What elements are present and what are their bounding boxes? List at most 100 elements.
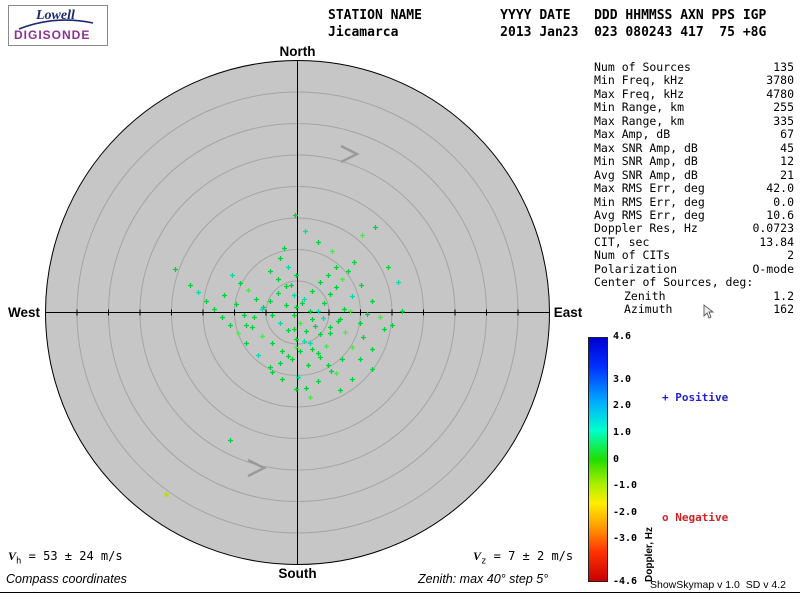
skymap-source-point <box>188 283 193 288</box>
stat-label: Max SNR Amp, dB <box>594 140 698 155</box>
skymap-source-point <box>286 354 291 359</box>
header-values: Jicamarca 2013 Jan23 023 080243 417 75 +… <box>328 25 767 40</box>
stat-row: Zenith 1.2 <box>594 289 794 303</box>
stat-row: Max Range, km 335 <box>594 113 794 128</box>
stat-row: Max Freq, kHz 4780 <box>594 86 794 101</box>
skymap-source-point <box>329 369 334 374</box>
stat-value: 4780 <box>766 86 794 101</box>
skymap-source-point <box>236 331 241 336</box>
skymap-source-point <box>343 330 348 335</box>
compass-label-west: West <box>8 305 41 320</box>
skymap-source-point <box>340 357 345 362</box>
colorbar-tick-label: 4.6 <box>613 331 632 342</box>
stat-row: Doppler Res, Hz 0.0723 <box>594 221 794 236</box>
skymap-source-point <box>296 375 301 380</box>
skymap-source-point <box>284 284 289 289</box>
skymap-source-point <box>276 277 281 282</box>
stat-row: Max RMS Err, deg 42.0 <box>594 181 794 196</box>
skymap-source-point <box>328 292 333 297</box>
skymap-source-point <box>306 363 311 368</box>
skymap-source-point <box>228 323 233 328</box>
colorbar-tick-label: -4.6 <box>613 576 638 587</box>
colorbar-gradient <box>588 337 608 582</box>
skymap-source-point <box>196 290 201 295</box>
skymap-plot: North South West East <box>8 44 583 581</box>
skymap-source-point <box>278 361 283 366</box>
stat-label: CIT, sec <box>594 234 650 249</box>
stat-row: Max Amp, dB 67 <box>594 127 794 142</box>
vh-symbol: V <box>8 549 17 563</box>
stat-value: 42.0 <box>766 181 794 196</box>
stat-row: Min Range, km 255 <box>594 100 794 115</box>
stat-label: Min Range, km <box>594 100 685 115</box>
skymap-source-point <box>328 325 333 330</box>
stat-row: Min Freq, kHz 3780 <box>594 73 794 88</box>
skymap-source-point <box>280 349 285 354</box>
skymap-source-point <box>318 280 323 285</box>
skymap-source-point <box>280 377 285 382</box>
stat-row: Azimuth 162 <box>594 302 794 317</box>
colorbar-tick-label: 1.0 <box>613 426 632 438</box>
skymap-source-point <box>334 371 339 376</box>
skymap-source-point <box>289 283 294 288</box>
skymap-source-point <box>294 273 299 278</box>
coordinates-note: Compass coordinates <box>6 572 127 586</box>
stat-value: 10.6 <box>766 207 794 222</box>
skymap-source-point <box>268 299 273 304</box>
skymap-source-point <box>330 249 335 254</box>
skymap-source-point <box>350 377 355 382</box>
skymap-source-point <box>270 370 275 375</box>
skymap-source-point <box>260 334 265 339</box>
skymap-source-point <box>294 345 299 350</box>
stat-value: 2 <box>787 248 794 263</box>
skymap-source-point <box>348 309 353 314</box>
legend-negative: o Negative <box>662 511 729 524</box>
stat-value: 135 <box>773 60 794 74</box>
skymap-source-point <box>303 229 308 234</box>
stat-label: Min RMS Err, deg <box>594 194 705 209</box>
skymap-source-point <box>276 291 281 296</box>
skymap-source-point <box>286 265 291 270</box>
skymap-source-point <box>400 309 405 314</box>
stat-row: Min RMS Err, deg 0.0 <box>594 194 794 209</box>
logo-swoosh-icon <box>18 19 94 30</box>
stat-label: Doppler Res, Hz <box>594 221 698 236</box>
stat-value: 3780 <box>766 73 794 88</box>
skymap-source-point <box>164 492 169 497</box>
skymap-source-point <box>244 323 249 328</box>
stat-label: Max Range, km <box>594 113 685 128</box>
skymap-source-point <box>350 294 355 299</box>
stat-row: Num of Sources 135 <box>594 60 794 74</box>
stat-label: Avg RMS Err, deg <box>594 207 705 222</box>
logo-digisonde-text: DIGISONDE <box>14 28 91 42</box>
stat-row: Avg RMS Err, deg 10.6 <box>594 207 794 222</box>
skymap-source-point <box>316 379 321 384</box>
skymap-source-point <box>316 309 321 314</box>
skymap-source-point <box>293 213 298 218</box>
stat-value: 0.0 <box>773 194 794 209</box>
skymap-source-point <box>365 312 370 317</box>
horizontal-velocity: Vh = 53 ± 24 m/s <box>8 549 123 566</box>
stat-row: Min SNR Amp, dB 12 <box>594 154 794 168</box>
skymap-source-point <box>298 349 303 354</box>
doppler-colorbar: 4.6 3.0 2.0 1.0 0 -1.0 -2.0 -3.0 -4.6 Doppler, H… <box>588 332 668 587</box>
colorbar-tick-label: -3.0 <box>613 533 638 545</box>
skymap-source-point <box>382 327 387 332</box>
skymap-source-point <box>358 321 363 326</box>
skymap-source-point <box>358 357 363 362</box>
stat-value: O-mode <box>752 261 794 276</box>
vertical-velocity: Vz = 7 ± 2 m/s <box>473 549 573 566</box>
skymap-source-point <box>378 315 383 320</box>
stat-value: 67 <box>780 127 794 142</box>
legend-positive: + Positive <box>662 391 729 404</box>
stat-label: Min Freq, kHz <box>594 73 685 88</box>
source-points-layer <box>164 213 405 497</box>
skymap-source-point <box>284 303 289 308</box>
stat-label: Polarization <box>594 261 678 276</box>
vz-subscript: z <box>481 556 487 567</box>
stat-value: 335 <box>773 113 794 128</box>
skymap-source-point <box>270 341 275 346</box>
skymap-source-point <box>386 265 391 270</box>
stat-label: Azimuth <box>624 302 673 317</box>
